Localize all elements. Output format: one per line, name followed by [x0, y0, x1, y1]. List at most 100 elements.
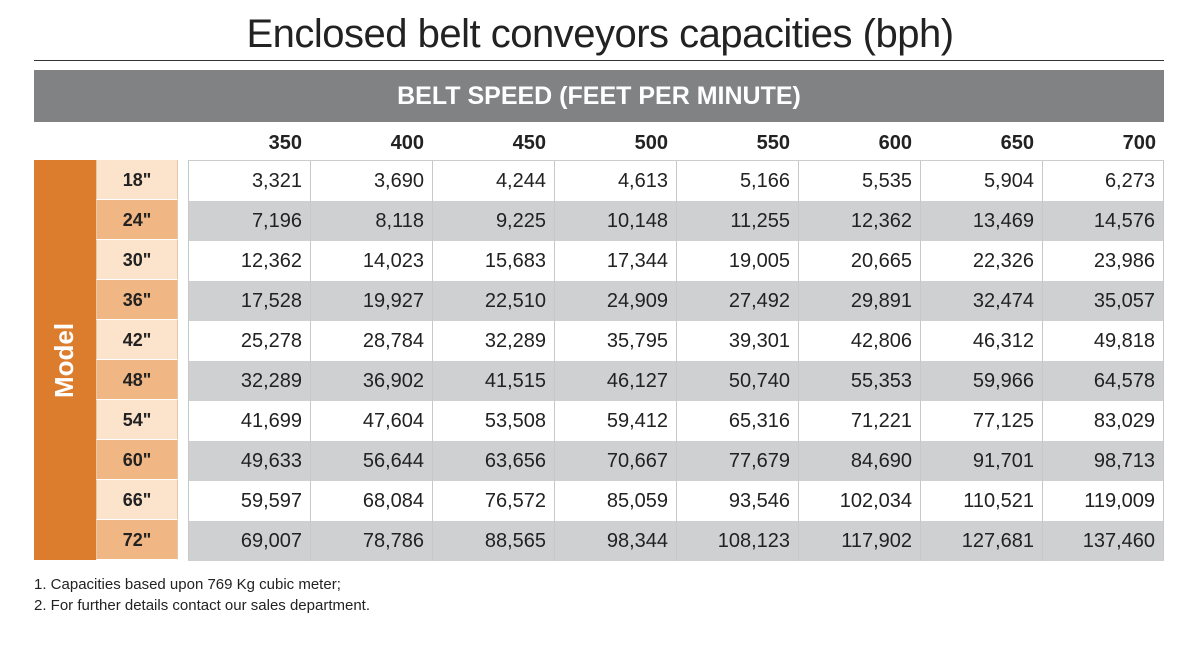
footnotes: 1. Capacities based upon 769 Kg cubic me… [34, 574, 370, 616]
speed-header-cell: 450 [512, 132, 546, 154]
capacity-cell: 23,986 [1042, 241, 1164, 281]
capacity-cell: 42,806 [798, 321, 920, 361]
table-row: 12,362 14,023 15,683 17,344 19,005 20,665 22,3… [188, 241, 1164, 281]
footnote: 2. For further details contact our sales… [34, 597, 370, 614]
capacity-cell: 77,125 [920, 401, 1042, 441]
model-side-bar [34, 160, 96, 560]
capacity-cell: 35,795 [554, 321, 676, 361]
model-size-cell: 66" [96, 480, 178, 520]
capacity-cell: 91,701 [920, 441, 1042, 481]
capacity-cell: 47,604 [310, 401, 432, 441]
capacity-cell: 41,515 [432, 361, 554, 401]
model-size-cell: 24" [96, 200, 178, 240]
capacity-cell: 137,460 [1042, 521, 1164, 561]
capacity-cell: 3,690 [310, 161, 432, 201]
table-row: 69,007 78,786 88,565 98,344 108,123 117,902 12… [188, 521, 1164, 561]
capacity-cell: 64,578 [1042, 361, 1164, 401]
capacity-cell: 59,412 [554, 401, 676, 441]
capacity-cell: 127,681 [920, 521, 1042, 561]
capacity-cell: 117,902 [798, 521, 920, 561]
capacity-cell: 59,966 [920, 361, 1042, 401]
capacity-cell: 5,904 [920, 161, 1042, 201]
capacity-cell: 88,565 [432, 521, 554, 561]
capacity-cell: 46,312 [920, 321, 1042, 361]
model-size-cell: 48" [96, 360, 178, 400]
capacity-cell: 35,057 [1042, 281, 1164, 321]
capacity-cell: 27,492 [676, 281, 798, 321]
capacity-cell: 22,510 [432, 281, 554, 321]
capacity-cell: 78,786 [310, 521, 432, 561]
capacity-cell: 85,059 [554, 481, 676, 521]
capacity-cell: 32,289 [432, 321, 554, 361]
capacity-cell: 98,713 [1042, 441, 1164, 481]
capacity-cell: 4,244 [432, 161, 554, 201]
capacity-cell: 102,034 [798, 481, 920, 521]
table-row: 41,699 47,604 53,508 59,412 65,316 71,221 77,1… [188, 401, 1164, 441]
capacity-cell: 19,927 [310, 281, 432, 321]
capacity-cell: 76,572 [432, 481, 554, 521]
capacity-cell: 83,029 [1042, 401, 1164, 441]
capacity-cell: 24,909 [554, 281, 676, 321]
model-size-cell: 60" [96, 440, 178, 480]
model-size-cell: 36" [96, 280, 178, 320]
capacity-cell: 59,597 [188, 481, 310, 521]
page-title: Enclosed belt conveyors capacities (bph) [246, 12, 954, 56]
capacity-cell: 36,902 [310, 361, 432, 401]
capacity-cell: 13,469 [920, 201, 1042, 241]
capacity-cell: 77,679 [676, 441, 798, 481]
capacity-cell: 46,127 [554, 361, 676, 401]
belt-speed-header: BELT SPEED (FEET PER MINUTE) [34, 70, 1164, 122]
capacity-cell: 32,474 [920, 281, 1042, 321]
capacity-cell: 63,656 [432, 441, 554, 481]
capacity-cell: 8,118 [310, 201, 432, 241]
capacity-cell: 14,023 [310, 241, 432, 281]
capacity-cell: 11,255 [676, 201, 798, 241]
table-row: 25,278 28,784 32,289 35,795 39,301 42,806 46,3… [188, 321, 1164, 361]
capacity-cell: 70,667 [554, 441, 676, 481]
capacity-cell: 53,508 [432, 401, 554, 441]
speed-header-cell: 700 [1122, 132, 1156, 154]
capacity-cell: 50,740 [676, 361, 798, 401]
capacity-cell: 12,362 [798, 201, 920, 241]
capacity-cell: 17,344 [554, 241, 676, 281]
capacity-cell: 17,528 [188, 281, 310, 321]
model-size-cell: 30" [96, 240, 178, 280]
capacity-cell: 49,633 [188, 441, 310, 481]
title-divider [34, 60, 1164, 61]
capacity-cell: 19,005 [676, 241, 798, 281]
speed-header-cell: 550 [756, 132, 790, 154]
capacity-cell: 71,221 [798, 401, 920, 441]
capacity-cell: 28,784 [310, 321, 432, 361]
model-size-cell: 54" [96, 400, 178, 440]
capacity-cell: 84,690 [798, 441, 920, 481]
capacity-cell: 15,683 [432, 241, 554, 281]
capacity-cell: 119,009 [1042, 481, 1164, 521]
capacity-cell: 3,321 [188, 161, 310, 201]
model-size-cell: 72" [96, 520, 178, 560]
capacity-cell: 12,362 [188, 241, 310, 281]
speed-header-cell: 500 [634, 132, 668, 154]
capacity-cell: 98,344 [554, 521, 676, 561]
capacity-table: 3,321 3,690 4,244 4,613 5,166 5,535 5,904 6,273… [188, 160, 1164, 561]
speed-header-cell: 650 [1000, 132, 1034, 154]
model-label: Model [49, 322, 80, 398]
capacity-cell: 22,326 [920, 241, 1042, 281]
model-size-column: 18" 24" 30" 36" 42" 48" 54" 60" 66" 72" [96, 160, 178, 560]
speed-header-row: 350 400 450 500 550 600 650 700 [188, 126, 1164, 160]
table-row: 3,321 3,690 4,244 4,613 5,166 5,535 5,904 6,273 [188, 161, 1164, 201]
capacity-cell: 4,613 [554, 161, 676, 201]
belt-speed-label: BELT SPEED (FEET PER MINUTE) [397, 81, 801, 110]
capacity-cell: 6,273 [1042, 161, 1164, 201]
speed-header-cell: 350 [268, 132, 302, 154]
footnote: 1. Capacities based upon 769 Kg cubic me… [34, 576, 341, 593]
speed-header-cell: 600 [878, 132, 912, 154]
capacity-cell: 108,123 [676, 521, 798, 561]
capacity-cell: 56,644 [310, 441, 432, 481]
speed-header-cell: 400 [390, 132, 424, 154]
capacity-cell: 39,301 [676, 321, 798, 361]
capacity-cell: 10,148 [554, 201, 676, 241]
capacity-cell: 49,818 [1042, 321, 1164, 361]
capacity-cell: 68,084 [310, 481, 432, 521]
capacity-cell: 41,699 [188, 401, 310, 441]
model-size-cell: 18" [96, 160, 178, 200]
